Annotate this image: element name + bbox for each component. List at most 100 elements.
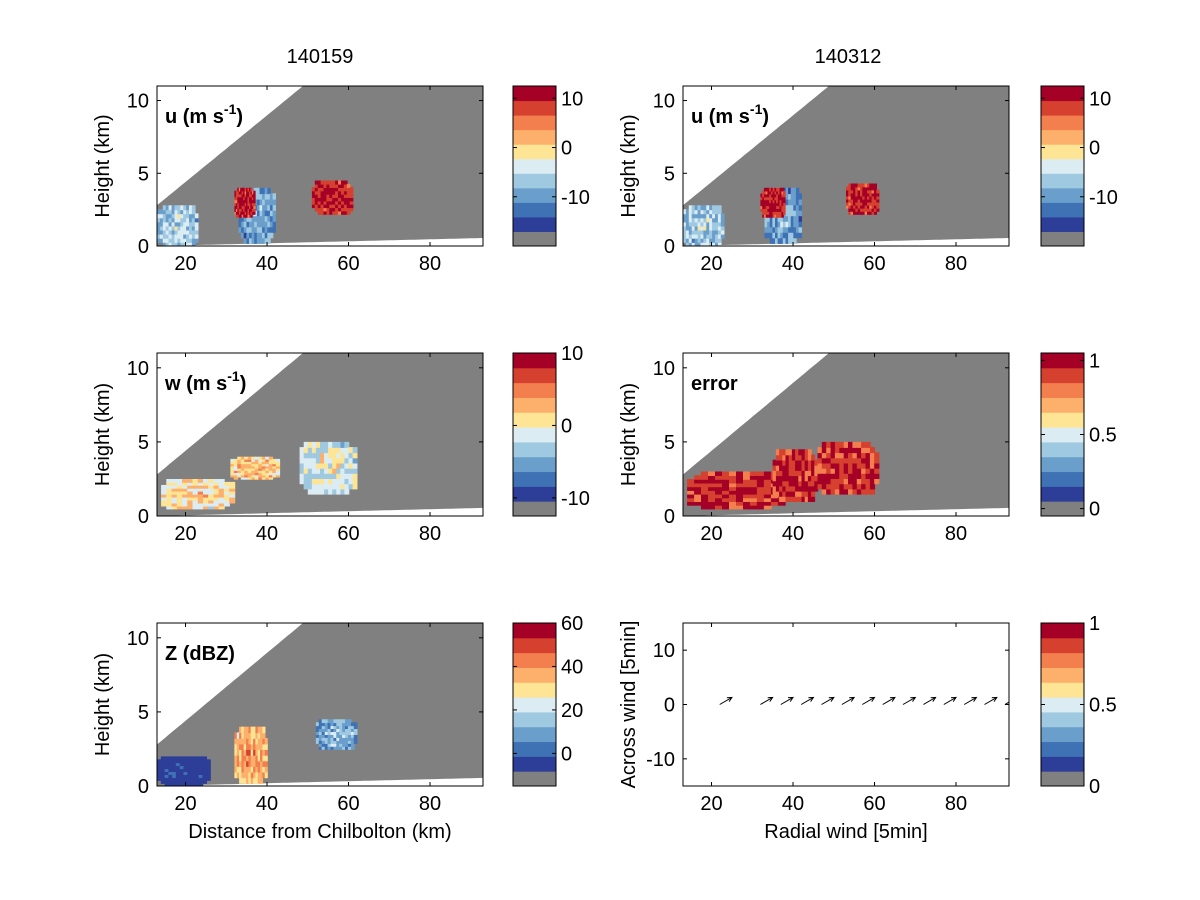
echo-cell [257,771,261,779]
echo-cell [782,215,787,222]
echo-cell [230,472,235,476]
echo-cell [268,467,274,471]
echo-cell [708,497,716,502]
echo-cell [685,221,690,227]
echo-cell [269,209,274,217]
echo-cell [839,457,845,464]
echo-cell [239,749,243,756]
echo-cell [179,774,185,778]
x-tick-label: 80 [945,253,967,275]
echo-cell [264,749,268,756]
echo-cell [864,183,868,188]
echo-cell [272,467,277,471]
echo-cell [230,470,235,474]
echo-cell [161,484,168,489]
echo-cell [303,452,309,459]
echo-cell [779,490,784,497]
echo-cell [781,193,784,198]
echo-cell [262,749,266,756]
echo-cell [311,193,316,198]
echo-cell [706,221,710,227]
echo-cell [247,214,250,218]
echo-cell [353,722,358,727]
echo-cell [159,221,164,227]
echo-cell [871,204,875,209]
echo-cell [811,454,816,461]
echo-cell [324,719,329,724]
echo-cell [848,183,852,188]
echo-cell [236,760,240,767]
echo-cell [785,193,789,200]
echo-cell [248,777,252,784]
echo-cell [183,217,187,223]
echo-cell [736,493,744,499]
echo-cell [756,471,765,476]
echo-cell [229,493,236,498]
echo-cell [183,209,187,215]
echo-cell [873,189,877,194]
echo-cell [311,441,317,448]
echo-cell [168,759,173,764]
echo-cell [865,488,871,495]
echo-cell [197,493,204,498]
echo-cell [848,478,854,485]
echo-cell [864,189,868,194]
echo-cell [862,186,866,191]
echo-cell [860,192,864,197]
echo-cell [865,473,871,479]
echo-cell [703,217,708,223]
echo-cell [307,473,313,479]
echo-cell [717,209,722,215]
echo-cell [798,193,802,200]
echo-cell [191,237,196,243]
echo-cell [807,475,812,482]
echo-cell [183,205,187,211]
echo-cell [275,463,281,467]
echo-cell [260,777,264,784]
echo-cell [767,211,770,215]
echo-cell [243,211,246,215]
echo-cell [321,737,326,741]
echo-cell [344,441,350,448]
echo-cell [709,233,713,239]
echo-cell [785,215,789,222]
echo-cell [180,241,184,246]
echo-cell [253,190,256,195]
echo-cell [165,217,170,223]
echo-cell [246,190,249,195]
echo-cell [241,743,245,750]
echo-cell [339,743,343,747]
echo-cell [240,476,246,480]
echo-cell [807,454,812,461]
echo-cell [180,237,184,243]
echo-cell [326,180,331,185]
echo-cell [241,215,245,222]
colorbar-segment [513,129,556,145]
echo-cell [187,479,194,483]
echo-cell [763,490,772,495]
echo-cell [873,198,877,203]
echo-cell [238,199,242,204]
echo-cell [861,483,867,490]
echo-cell [243,193,246,198]
echo-cell [807,464,812,471]
echo-cell [160,777,166,781]
echo-cell [347,728,352,732]
colorbar-segment [513,441,556,458]
echo-cell [826,488,832,495]
echo-cell [843,452,849,459]
colorbar-segment [1041,144,1084,160]
echo-cell [241,771,245,779]
echo-cell [793,232,797,239]
echo-cell [873,186,877,191]
y-tick-label: 5 [138,702,149,724]
echo-cell [817,483,823,490]
colorbar-tick-label: 0 [561,138,572,160]
echo-cell [324,447,329,454]
echo-cell [876,189,880,194]
echo-cell [687,486,695,491]
echo-cell [233,470,239,474]
echo-cell [777,193,781,198]
echo-cell [299,452,305,459]
